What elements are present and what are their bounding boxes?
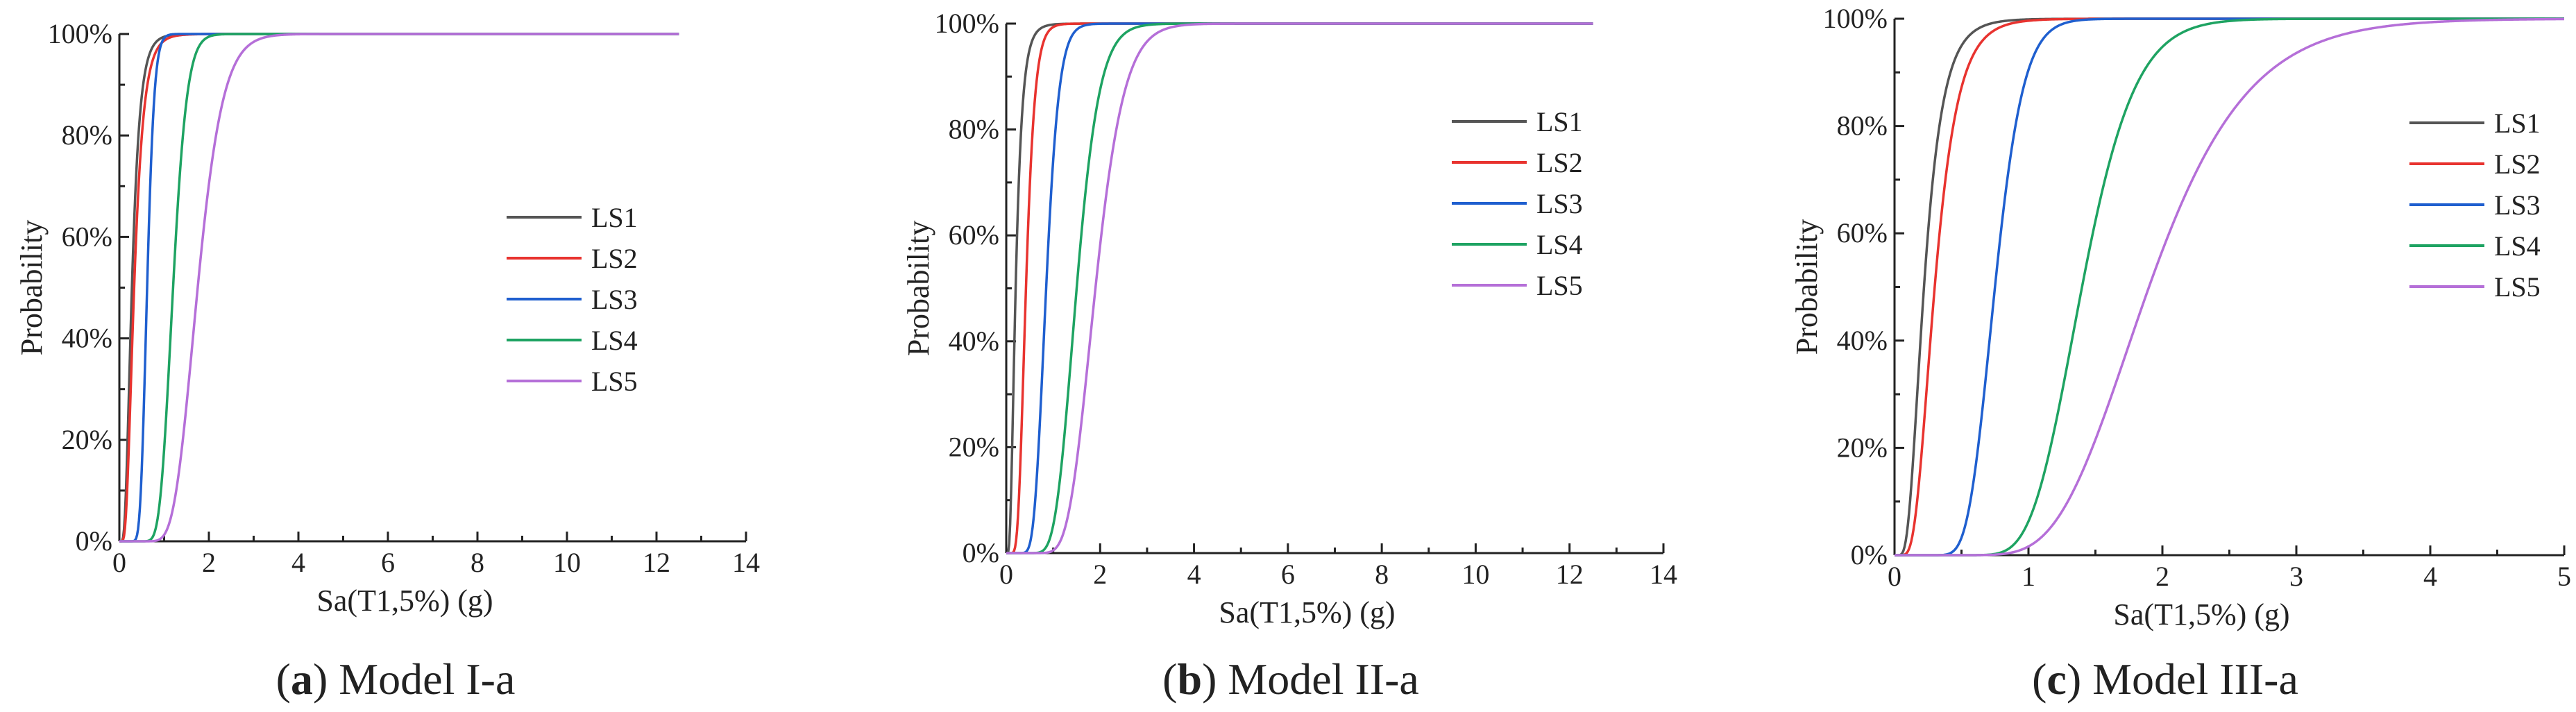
y-tick-label: 40% — [62, 323, 112, 354]
panel-caption: (b) Model II-a — [1162, 654, 1419, 704]
legend-label-ls2: LS2 — [1536, 147, 1583, 178]
legend-label-ls3: LS3 — [2494, 189, 2541, 221]
y-axis-title: Probability — [15, 220, 49, 356]
y-tick-label: 80% — [949, 114, 999, 145]
legend-label-ls2: LS2 — [591, 243, 638, 274]
series-line-ls4 — [1895, 17, 2564, 557]
x-tick-label: 6 — [1281, 559, 1295, 590]
y-axis-title: Probability — [1790, 219, 1824, 355]
panel-caption: (a) Model I-a — [276, 654, 516, 704]
legend-label-ls1: LS1 — [2494, 108, 2541, 139]
y-axis-title: Probability — [901, 221, 935, 357]
legend-label-ls4: LS4 — [1536, 229, 1583, 260]
panel-caption: (c) Model III-a — [2032, 654, 2298, 704]
x-tick-label: 0 — [999, 559, 1013, 590]
x-tick-label: 4 — [1187, 559, 1201, 590]
y-tick-label: 20% — [62, 424, 112, 455]
x-tick-label: 3 — [2289, 561, 2303, 592]
x-tick-label: 10 — [1461, 559, 1489, 590]
y-tick-label: 80% — [62, 119, 112, 151]
y-tick-label: 0% — [76, 525, 112, 557]
x-tick-label: 5 — [2557, 561, 2571, 592]
y-tick-label: 60% — [1837, 217, 1888, 248]
x-axis-title: Sa(T1,5%) (g) — [2113, 597, 2289, 632]
legend-label-ls5: LS5 — [2494, 271, 2541, 303]
chart-panel-1: 0 2 4 6 8 10 12 14 0% 20% 40% 60% 80% 100% Sa(T1,5%) (… — [15, 18, 760, 704]
x-axis-title: Sa(T1,5%) (g) — [316, 584, 493, 618]
y-tick-label: 100% — [1823, 3, 1888, 34]
chart-panel-3: 0 1 2 3 4 5 0% 20% 40% 60% 80% 100% Sa(T1,5%) (g) Pro… — [1790, 3, 2571, 704]
legend-label-ls4: LS4 — [591, 325, 638, 356]
x-tick-label: 4 — [291, 547, 305, 578]
x-tick-label: 14 — [732, 547, 760, 578]
series-line-ls5 — [1006, 22, 1593, 554]
x-tick-label: 8 — [1375, 559, 1389, 590]
x-tick-label: 14 — [1650, 559, 1677, 590]
x-tick-label: 2 — [1093, 559, 1107, 590]
x-tick-label: 2 — [2155, 561, 2169, 592]
y-tick-label: 100% — [48, 18, 112, 49]
y-tick-label: 40% — [1837, 325, 1888, 356]
legend-label-ls3: LS3 — [1536, 188, 1583, 219]
legend-label-ls4: LS4 — [2494, 230, 2541, 262]
legend-label-ls5: LS5 — [1536, 270, 1583, 301]
x-tick-label: 10 — [553, 547, 581, 578]
x-tick-label: 12 — [643, 547, 670, 578]
legend-label-ls2: LS2 — [2494, 149, 2541, 180]
y-tick-label: 20% — [1837, 432, 1888, 463]
x-tick-label: 12 — [1556, 559, 1584, 590]
legend-label-ls3: LS3 — [591, 284, 638, 315]
y-tick-label: 0% — [963, 537, 999, 568]
y-tick-label: 20% — [949, 431, 999, 462]
x-tick-label: 0 — [112, 547, 126, 578]
y-tick-label: 60% — [949, 219, 999, 251]
legend-label-ls1: LS1 — [591, 202, 638, 233]
y-tick-label: 60% — [62, 221, 112, 252]
x-tick-label: 6 — [381, 547, 395, 578]
y-tick-label: 40% — [949, 325, 999, 357]
x-tick-label: 8 — [471, 547, 484, 578]
x-tick-label: 0 — [1888, 561, 1901, 592]
legend-label-ls1: LS1 — [1536, 106, 1583, 137]
x-tick-label: 2 — [202, 547, 216, 578]
series-line-ls5 — [1895, 17, 2565, 557]
series-line-ls5 — [119, 33, 679, 543]
y-tick-label: 100% — [935, 8, 999, 39]
x-axis-title: Sa(T1,5%) (g) — [1219, 595, 1395, 629]
chart-panel-2: 0 2 4 6 8 10 12 14 0% 20% 40% 60% 80% 100% Sa(T1,5%) (… — [901, 8, 1677, 704]
x-tick-label: 1 — [2022, 561, 2035, 592]
y-tick-label: 80% — [1837, 110, 1888, 142]
legend-label-ls5: LS5 — [591, 366, 638, 397]
y-tick-label: 0% — [1851, 539, 1888, 570]
x-tick-label: 4 — [2423, 561, 2437, 592]
